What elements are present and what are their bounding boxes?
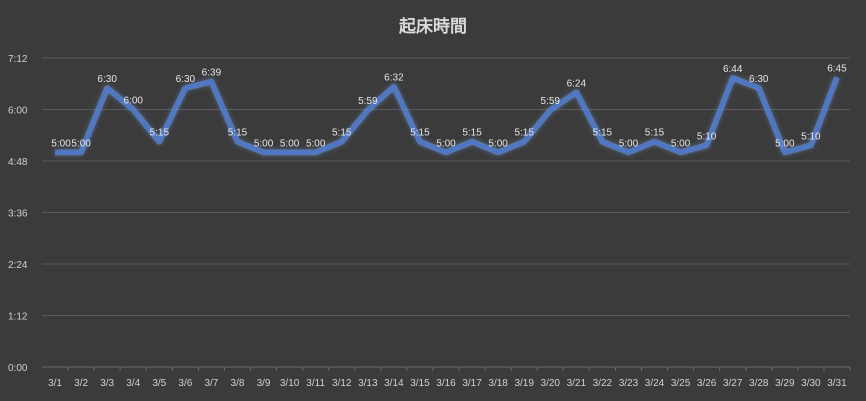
x-tick-label: 3/27	[723, 378, 743, 389]
y-tick-label: 4:48	[8, 157, 28, 168]
data-label: 6:30	[97, 74, 117, 85]
x-tick-label: 3/20	[541, 378, 561, 389]
x-tick-label: 3/3	[100, 378, 114, 389]
series-line-layer	[55, 75, 840, 156]
y-axis-ticks: 0:00 1:12 2:24 3:36 4:48 6:00 7:12	[8, 54, 28, 374]
data-label: 6:32	[384, 73, 404, 84]
data-label: 6:45	[827, 63, 847, 74]
data-label: 5:10	[697, 131, 717, 142]
chart-title: 起床時間	[398, 16, 467, 37]
x-tick-label: 3/12	[332, 378, 352, 389]
x-tick-label: 3/24	[645, 378, 665, 389]
data-label: 6:00	[123, 96, 143, 107]
x-tick-label: 3/21	[567, 378, 587, 389]
x-tick-label: 3/9	[257, 378, 271, 389]
x-tick-label: 3/16	[436, 378, 456, 389]
x-tick-label: 3/22	[593, 378, 613, 389]
data-label: 5:10	[801, 131, 821, 142]
data-label: 5:00	[488, 138, 508, 149]
data-label: 5:15	[410, 128, 430, 139]
x-tick-label: 3/19	[514, 378, 534, 389]
x-tick-label: 3/2	[74, 378, 88, 389]
x-axis-ticks: 3/1 3/2 3/3 3/4 3/5 3/6 3/7 3/8 3/9 3/10 3/11 3/12 3…	[48, 367, 851, 389]
y-tick-label: 0:00	[8, 363, 28, 374]
x-tick-label: 3/25	[671, 378, 691, 389]
x-tick-label: 3/13	[358, 378, 378, 389]
x-tick-label: 3/29	[775, 378, 795, 389]
data-label: 5:00	[280, 138, 300, 149]
x-tick-label: 3/5	[152, 378, 166, 389]
y-tick-label: 2:24	[8, 260, 28, 271]
data-label: 5:59	[358, 96, 378, 107]
data-label: 5:15	[593, 128, 613, 139]
data-label: 5:00	[775, 138, 795, 149]
x-tick-label: 3/18	[488, 378, 508, 389]
x-tick-label: 3/4	[126, 378, 140, 389]
x-tick-label: 3/8	[231, 378, 245, 389]
data-labels: 5:00 5:006:306:005:156:306:395:155:00 5:00…	[51, 63, 847, 149]
data-label: 5:00	[254, 138, 274, 149]
x-tick-label: 3/17	[462, 378, 482, 389]
x-tick-label: 3/31	[827, 378, 847, 389]
data-label: 6:30	[749, 74, 769, 85]
data-label: 5:15	[645, 128, 665, 139]
data-label: 6:30	[176, 74, 196, 85]
series-line	[55, 76, 839, 154]
x-tick-label: 3/28	[749, 378, 769, 389]
x-tick-label: 3/7	[204, 378, 218, 389]
x-tick-label: 3/30	[801, 378, 821, 389]
data-label: 6:24	[567, 78, 587, 89]
x-tick-label: 3/26	[697, 378, 717, 389]
grid-lines	[42, 57, 850, 368]
data-label: 5:00	[671, 138, 691, 149]
data-label: 5:00	[71, 138, 91, 149]
y-tick-label: 3:36	[8, 209, 28, 220]
y-tick-label: 6:00	[8, 106, 28, 117]
data-label: 5:15	[514, 128, 534, 139]
x-tick-label: 3/11	[306, 378, 325, 389]
y-tick-label: 7:12	[8, 54, 28, 65]
data-label: 6:39	[202, 68, 222, 79]
data-label: 5:59	[541, 96, 561, 107]
y-tick-label: 1:12	[8, 312, 28, 323]
x-tick-label: 3/23	[619, 378, 639, 389]
data-label: 5:15	[228, 128, 248, 139]
data-label: 5:00	[306, 138, 326, 149]
x-tick-label: 3/10	[280, 378, 300, 389]
data-label: 5:00	[51, 138, 71, 149]
data-label: 6:44	[723, 64, 743, 75]
x-tick-label: 3/6	[178, 378, 192, 389]
data-label: 5:15	[150, 128, 170, 139]
data-label: 5:00	[436, 138, 456, 149]
data-label: 5:15	[462, 128, 482, 139]
data-label: 5:15	[332, 128, 352, 139]
data-label: 5:00	[619, 138, 639, 149]
x-tick-label: 3/15	[410, 378, 430, 389]
x-tick-label: 3/1	[48, 378, 62, 389]
x-tick-label: 3/14	[384, 378, 404, 389]
